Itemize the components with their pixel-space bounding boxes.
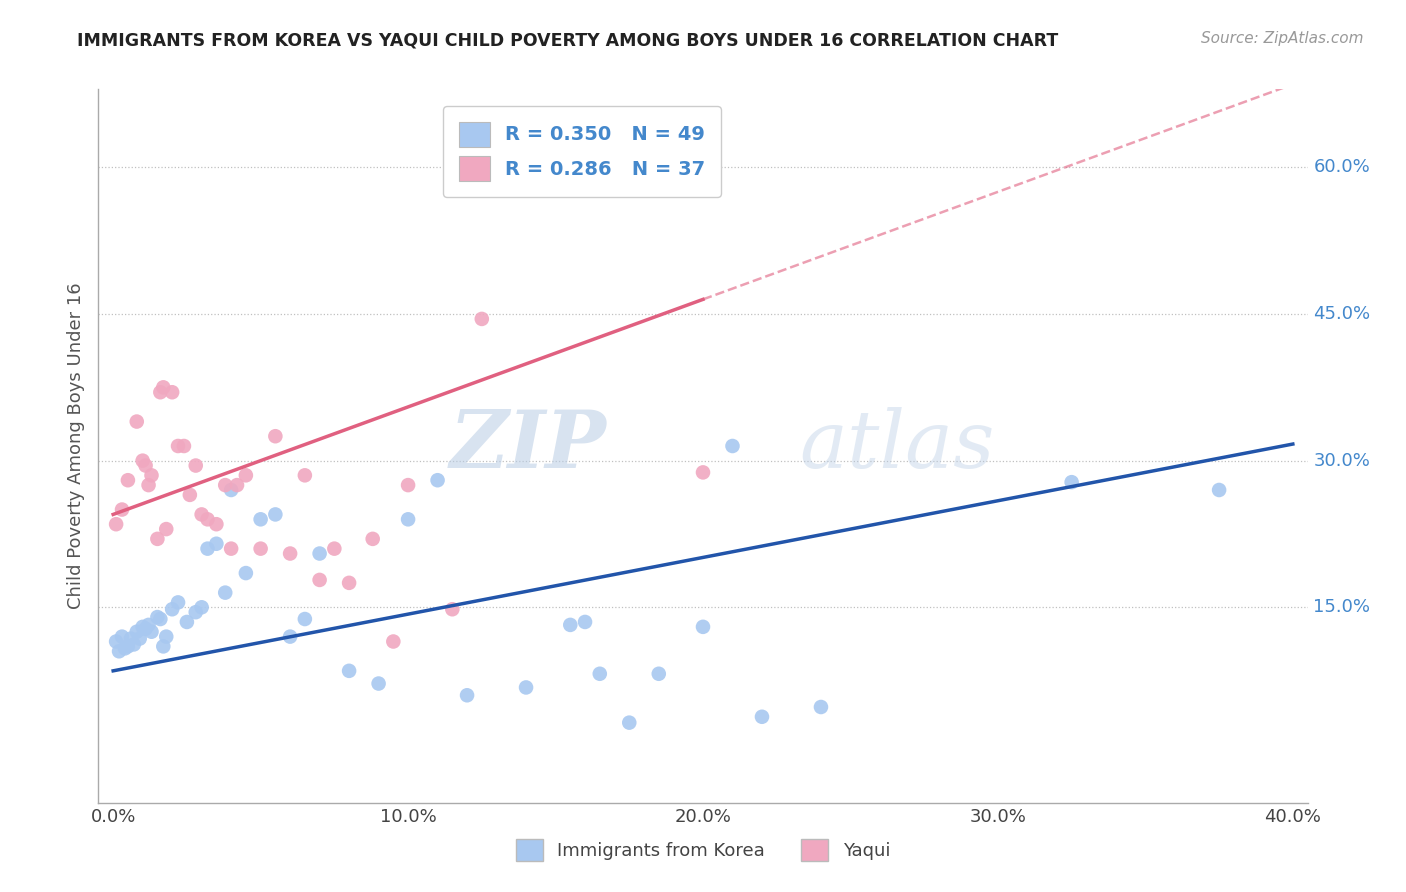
- Point: [155, 630, 177, 644]
- Point: [367, 676, 389, 690]
- Point: [152, 640, 174, 654]
- Point: [1208, 483, 1230, 497]
- Point: [190, 600, 212, 615]
- Point: [131, 453, 153, 467]
- Text: 60.0%: 60.0%: [1313, 159, 1371, 177]
- Point: [574, 615, 596, 629]
- Point: [135, 458, 157, 473]
- Point: [141, 624, 163, 639]
- Text: 45.0%: 45.0%: [1313, 305, 1371, 323]
- Point: [337, 575, 360, 590]
- Text: IMMIGRANTS FROM KOREA VS YAQUI CHILD POVERTY AMONG BOYS UNDER 16 CORRELATION CHA: IMMIGRANTS FROM KOREA VS YAQUI CHILD POV…: [77, 31, 1059, 49]
- Point: [323, 541, 346, 556]
- Point: [810, 700, 832, 714]
- Point: [396, 512, 419, 526]
- Text: Source: ZipAtlas.com: Source: ZipAtlas.com: [1201, 31, 1364, 46]
- Point: [648, 666, 671, 681]
- Point: [190, 508, 212, 522]
- Point: [197, 512, 219, 526]
- Point: [226, 478, 249, 492]
- Point: [138, 618, 160, 632]
- Point: [515, 681, 537, 695]
- Point: [692, 466, 714, 480]
- Point: [1060, 475, 1083, 490]
- Point: [122, 637, 145, 651]
- Point: [152, 380, 174, 394]
- Point: [382, 634, 405, 648]
- Point: [235, 468, 257, 483]
- Point: [337, 664, 360, 678]
- Point: [294, 612, 316, 626]
- Point: [751, 710, 773, 724]
- Point: [125, 624, 148, 639]
- Point: [149, 612, 172, 626]
- Point: [111, 502, 134, 516]
- Point: [589, 666, 612, 681]
- Point: [131, 620, 153, 634]
- Point: [441, 602, 464, 616]
- Text: ZIP: ZIP: [450, 408, 606, 484]
- Point: [167, 439, 190, 453]
- Point: [214, 478, 236, 492]
- Point: [264, 508, 287, 522]
- Point: [105, 517, 128, 532]
- Point: [278, 547, 301, 561]
- Point: [128, 632, 150, 646]
- Text: 30.0%: 30.0%: [1313, 451, 1371, 470]
- Point: [135, 622, 157, 636]
- Point: [619, 715, 641, 730]
- Point: [184, 605, 207, 619]
- Point: [361, 532, 384, 546]
- Point: [117, 640, 139, 654]
- Point: [176, 615, 198, 629]
- Point: [308, 573, 330, 587]
- Point: [160, 602, 183, 616]
- Point: [205, 537, 228, 551]
- Point: [105, 634, 128, 648]
- Text: atlas: atlas: [800, 408, 995, 484]
- Point: [167, 595, 190, 609]
- Point: [108, 644, 131, 658]
- Point: [179, 488, 201, 502]
- Point: [120, 632, 142, 646]
- Point: [219, 541, 242, 556]
- Point: [471, 312, 494, 326]
- Point: [173, 439, 195, 453]
- Point: [560, 618, 582, 632]
- Point: [146, 610, 169, 624]
- Point: [264, 429, 287, 443]
- Point: [249, 541, 271, 556]
- Point: [155, 522, 177, 536]
- Point: [692, 620, 714, 634]
- Point: [114, 641, 136, 656]
- Point: [141, 468, 163, 483]
- Point: [214, 585, 236, 599]
- Point: [249, 512, 271, 526]
- Point: [111, 630, 134, 644]
- Point: [294, 468, 316, 483]
- Y-axis label: Child Poverty Among Boys Under 16: Child Poverty Among Boys Under 16: [66, 283, 84, 609]
- Point: [125, 415, 148, 429]
- Point: [278, 630, 301, 644]
- Point: [721, 439, 744, 453]
- Point: [456, 688, 478, 702]
- Legend: Immigrants from Korea, Yaqui: Immigrants from Korea, Yaqui: [506, 830, 900, 870]
- Point: [219, 483, 242, 497]
- Point: [117, 473, 139, 487]
- Point: [149, 385, 172, 400]
- Point: [146, 532, 169, 546]
- Point: [184, 458, 207, 473]
- Point: [426, 473, 449, 487]
- Legend: R = 0.350   N = 49, R = 0.286   N = 37: R = 0.350 N = 49, R = 0.286 N = 37: [443, 106, 721, 197]
- Point: [396, 478, 419, 492]
- Text: 15.0%: 15.0%: [1313, 599, 1371, 616]
- Point: [235, 566, 257, 580]
- Point: [308, 547, 330, 561]
- Point: [138, 478, 160, 492]
- Point: [197, 541, 219, 556]
- Point: [160, 385, 183, 400]
- Point: [205, 517, 228, 532]
